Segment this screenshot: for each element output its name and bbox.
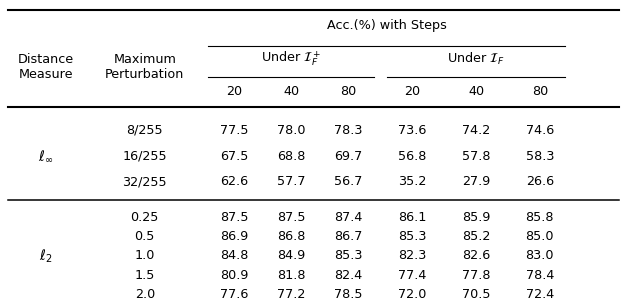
Text: 77.4: 77.4	[398, 269, 427, 282]
Text: 82.6: 82.6	[462, 250, 490, 262]
Text: 78.3: 78.3	[335, 124, 363, 137]
Text: 27.9: 27.9	[462, 175, 490, 188]
Text: 40: 40	[284, 85, 300, 98]
Text: 67.5: 67.5	[220, 150, 248, 163]
Text: 2.0: 2.0	[134, 288, 155, 301]
Text: $\ell_2$: $\ell_2$	[40, 247, 52, 265]
Text: 35.2: 35.2	[398, 175, 427, 188]
Text: 85.2: 85.2	[462, 230, 490, 243]
Text: 1.5: 1.5	[134, 269, 155, 282]
Text: 20: 20	[226, 85, 242, 98]
Text: 83.0: 83.0	[525, 250, 554, 262]
Text: 16/255: 16/255	[122, 150, 167, 163]
Text: 0.25: 0.25	[131, 211, 159, 224]
Text: 86.7: 86.7	[335, 230, 363, 243]
Text: 78.4: 78.4	[525, 269, 554, 282]
Text: 70.5: 70.5	[462, 288, 490, 301]
Text: 86.9: 86.9	[220, 230, 248, 243]
Text: 85.3: 85.3	[335, 250, 363, 262]
Text: 68.8: 68.8	[277, 150, 305, 163]
Text: 20: 20	[404, 85, 420, 98]
Text: 85.9: 85.9	[462, 211, 490, 224]
Text: 85.3: 85.3	[398, 230, 427, 243]
Text: 69.7: 69.7	[335, 150, 363, 163]
Text: 80: 80	[340, 85, 357, 98]
Text: 82.4: 82.4	[335, 269, 363, 282]
Text: 1.0: 1.0	[134, 250, 155, 262]
Text: 87.4: 87.4	[335, 211, 363, 224]
Text: 56.8: 56.8	[398, 150, 427, 163]
Text: Under $\mathcal{I}_F$: Under $\mathcal{I}_F$	[447, 51, 505, 67]
Text: 78.5: 78.5	[335, 288, 363, 301]
Text: 32/255: 32/255	[122, 175, 167, 188]
Text: 77.6: 77.6	[220, 288, 248, 301]
Text: 78.0: 78.0	[277, 124, 305, 137]
Text: 80: 80	[532, 85, 548, 98]
Text: Maximum
Perturbation: Maximum Perturbation	[105, 53, 184, 81]
Text: 57.8: 57.8	[462, 150, 490, 163]
Text: 77.2: 77.2	[277, 288, 305, 301]
Text: 74.6: 74.6	[525, 124, 554, 137]
Text: 86.8: 86.8	[277, 230, 305, 243]
Text: 62.6: 62.6	[220, 175, 248, 188]
Text: 73.6: 73.6	[398, 124, 427, 137]
Text: 82.3: 82.3	[398, 250, 427, 262]
Text: $\ell_\infty$: $\ell_\infty$	[38, 148, 54, 164]
Text: 40: 40	[468, 85, 484, 98]
Text: 84.8: 84.8	[220, 250, 248, 262]
Text: 85.0: 85.0	[525, 230, 554, 243]
Text: 57.7: 57.7	[277, 175, 305, 188]
Text: 85.8: 85.8	[525, 211, 554, 224]
Text: Under $\mathcal{I}_F^+$: Under $\mathcal{I}_F^+$	[261, 49, 321, 68]
Text: 72.4: 72.4	[525, 288, 554, 301]
Text: 87.5: 87.5	[277, 211, 305, 224]
Text: 26.6: 26.6	[526, 175, 554, 188]
Text: 8/255: 8/255	[127, 124, 163, 137]
Text: 0.5: 0.5	[134, 230, 155, 243]
Text: Distance
Measure: Distance Measure	[18, 53, 74, 81]
Text: 87.5: 87.5	[220, 211, 248, 224]
Text: 77.8: 77.8	[462, 269, 490, 282]
Text: 77.5: 77.5	[220, 124, 248, 137]
Text: 80.9: 80.9	[220, 269, 248, 282]
Text: Acc.(%) with Steps: Acc.(%) with Steps	[327, 19, 447, 32]
Text: 74.2: 74.2	[462, 124, 490, 137]
Text: 84.9: 84.9	[277, 250, 305, 262]
Text: 72.0: 72.0	[398, 288, 427, 301]
Text: 56.7: 56.7	[335, 175, 363, 188]
Text: 81.8: 81.8	[277, 269, 305, 282]
Text: 86.1: 86.1	[398, 211, 427, 224]
Text: 58.3: 58.3	[525, 150, 554, 163]
